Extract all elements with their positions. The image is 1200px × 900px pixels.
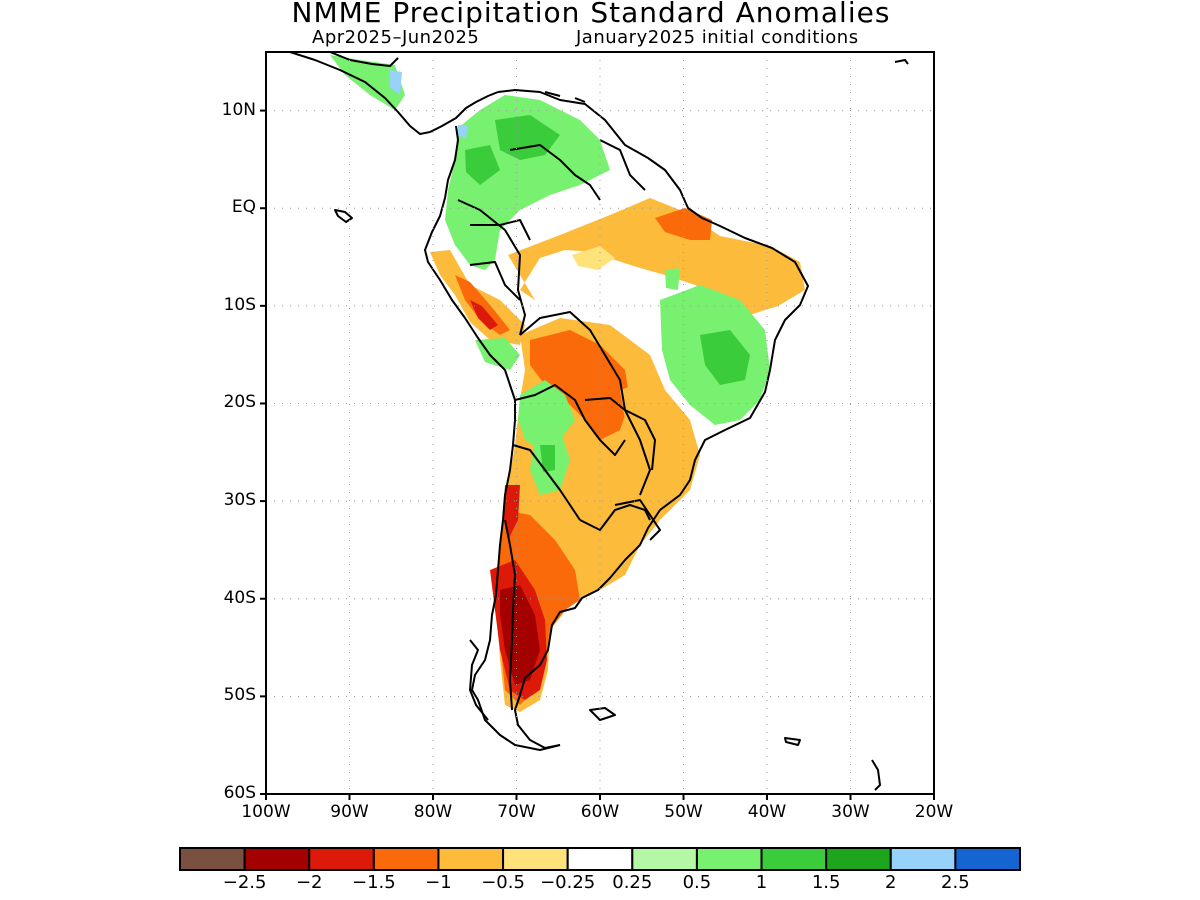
- period-subtitle: Apr2025–Jun2025: [312, 27, 480, 48]
- lon-label: 70W: [497, 802, 536, 822]
- colorbar-swatch: [502, 847, 569, 871]
- colorbar-swatch: [954, 847, 1022, 871]
- colorbar-swatch: [372, 847, 440, 871]
- anomaly-shading: [330, 55, 805, 712]
- colorbar-swatch: [825, 847, 892, 871]
- colorbar-swatch: [631, 847, 698, 871]
- lon-label: 50W: [664, 802, 703, 822]
- colorbar-label: 0.25: [612, 872, 653, 893]
- colorbar-swatch: [566, 847, 634, 871]
- colorbar-label: −2.5: [222, 872, 267, 893]
- lat-label: 20S: [223, 392, 256, 413]
- lat-label: 10S: [223, 294, 256, 315]
- colorbar-swatch: [179, 847, 246, 871]
- lat-label: 10N: [221, 99, 256, 120]
- lat-label: 30S: [223, 490, 256, 511]
- lat-label: EQ: [231, 197, 256, 218]
- lon-label: 60W: [580, 802, 620, 822]
- map-title: NMME Precipitation Standard Anomalies: [291, 0, 891, 29]
- colorbar-label: −2: [295, 872, 323, 893]
- colorbar-swatch: [308, 847, 375, 871]
- lat-label: 40S: [223, 587, 256, 608]
- lon-label: 80W: [413, 802, 453, 822]
- lon-label: 100W: [241, 802, 291, 822]
- axis-ticks: [260, 109, 935, 800]
- colorbar-swatch: [437, 847, 505, 871]
- anomaly-negative-areas: [430, 198, 805, 712]
- colorbar-label: −1: [425, 872, 452, 893]
- lon-label: 40W: [747, 802, 787, 822]
- colorbar-swatch: [889, 847, 957, 871]
- colorbar-label: 2.5: [941, 872, 970, 893]
- colorbar-label: −0.5: [481, 872, 525, 893]
- colorbar-swatch: [243, 847, 311, 871]
- colorbar: [179, 847, 1022, 871]
- lon-label: 20W: [914, 802, 954, 822]
- lon-label: 30W: [831, 802, 870, 822]
- colorbar-swatch: [760, 847, 828, 871]
- colorbar-label: −1.5: [351, 872, 396, 893]
- initial-conditions-subtitle: January2025 initial conditions: [576, 27, 859, 48]
- colorbar-label: 1: [755, 872, 768, 893]
- lat-label: 50S: [223, 685, 256, 706]
- colorbar-label: −0.25: [540, 872, 596, 893]
- lat-label: 60S: [223, 783, 256, 803]
- colorbar-label: 0.5: [682, 872, 712, 893]
- lon-label: 90W: [330, 802, 369, 822]
- colorbar-label: 1.5: [811, 872, 841, 893]
- anomaly-positive-areas: [330, 55, 770, 495]
- colorbar-swatch: [695, 847, 763, 871]
- colorbar-label: 2: [885, 872, 897, 893]
- coastlines-borders: [289, 52, 909, 791]
